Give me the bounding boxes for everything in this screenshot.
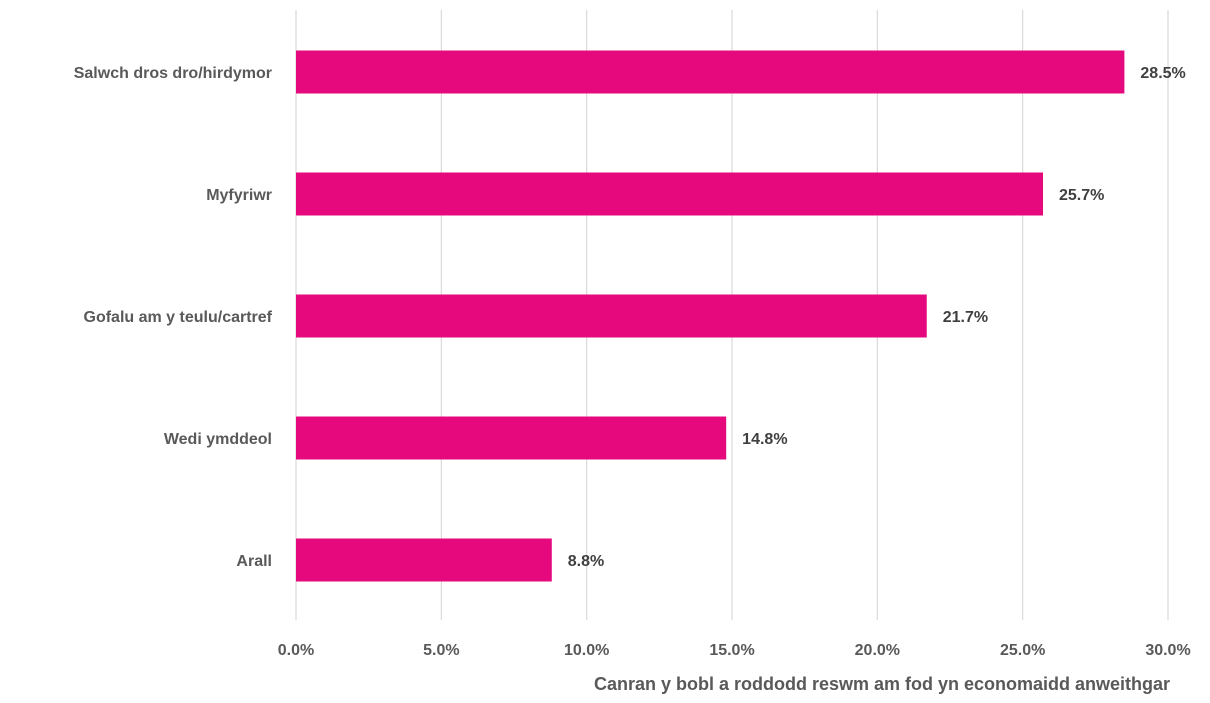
category-label: Gofalu am y teulu/cartref (84, 309, 273, 326)
x-tick-label: 30.0% (1145, 642, 1190, 659)
bar (296, 50, 1125, 94)
data-label: 28.5% (1140, 65, 1185, 82)
category-label: Salwch dros dro/hirdymor (74, 65, 272, 82)
x-tick-label: 0.0% (278, 642, 314, 659)
bar (296, 294, 927, 338)
bars (296, 50, 1125, 582)
data-label: 25.7% (1059, 187, 1104, 204)
x-tick-label: 25.0% (1000, 642, 1045, 659)
data-labels: 28.5% 25.7% 21.7% 14.8% 8.8% (568, 65, 1186, 570)
data-label: 8.8% (568, 553, 604, 570)
category-label: Myfyriwr (206, 187, 272, 204)
category-label: Arall (236, 553, 272, 570)
category-label: Wedi ymddeol (164, 431, 272, 448)
data-label: 14.8% (742, 431, 787, 448)
bar (296, 416, 727, 460)
x-tick-label: 5.0% (423, 642, 459, 659)
x-tick-label: 15.0% (709, 642, 754, 659)
x-tick-label: 20.0% (855, 642, 900, 659)
data-label: 21.7% (943, 309, 988, 326)
bar (296, 538, 552, 582)
x-tick-labels: 0.0% 5.0% 10.0% 15.0% 20.0% 25.0% 30.0% (278, 642, 1191, 659)
bar (296, 172, 1044, 216)
x-axis-title: Canran y bobl a roddodd reswm am fod yn … (594, 674, 1170, 694)
x-tick-label: 10.0% (564, 642, 609, 659)
category-labels: Salwch dros dro/hirdymor Myfyriwr Gofalu a… (74, 65, 273, 570)
